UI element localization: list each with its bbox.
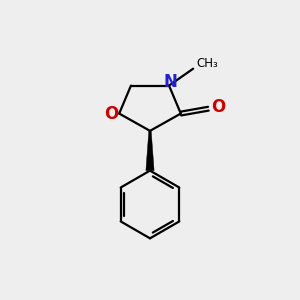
Text: O: O: [104, 105, 118, 123]
Polygon shape: [146, 131, 154, 171]
Text: O: O: [211, 98, 225, 116]
Text: N: N: [164, 73, 177, 91]
Text: CH₃: CH₃: [197, 57, 218, 70]
